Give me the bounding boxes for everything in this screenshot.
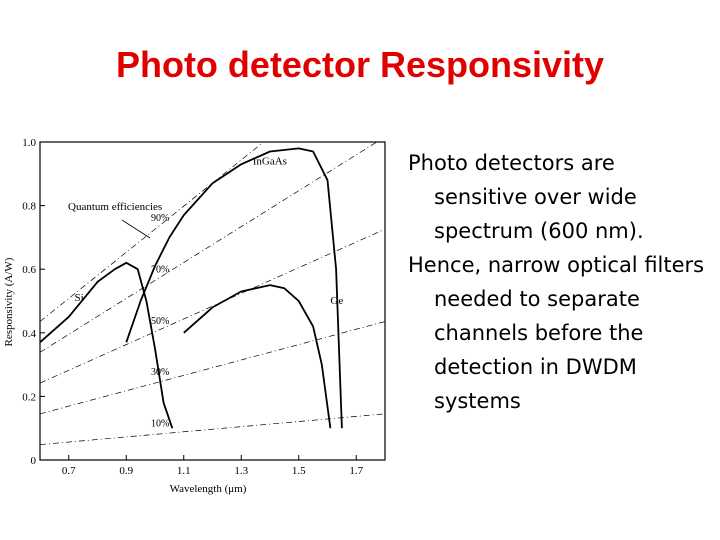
- annotation-quantum-efficiencies: Quantum efficiencies: [68, 201, 162, 213]
- efficiency-line: [39, 141, 264, 322]
- x-tick-label: 0.7: [62, 465, 76, 477]
- series-line-ge: [183, 284, 332, 429]
- y-tick-label: 0.8: [22, 201, 36, 213]
- series-label-ingaas: InGaAs: [253, 155, 287, 167]
- y-axis-label: Responsivity (A/W): [3, 257, 15, 346]
- plot-frame: [39, 141, 386, 461]
- bullet-list: Photo detectors are sensitive over wide …: [408, 146, 713, 418]
- series-label-si: Si: [75, 292, 84, 304]
- y-tick-label: 0.6: [22, 264, 36, 276]
- x-tick-label: 1.5: [292, 465, 306, 477]
- efficiency-label: 50%: [151, 316, 169, 327]
- responsivity-chart: 90% 70% 50% 30% 10% Si InGaAs Ge 0.7 0.9 1.1 1.3 1…: [0, 130, 400, 500]
- efficiency-line: [39, 321, 386, 415]
- x-tick-label: 1.7: [349, 465, 363, 477]
- series-line-ingaas: [125, 147, 343, 429]
- slide-title: Photo detector Responsivity: [115, 44, 605, 85]
- efficiency-line: [39, 141, 377, 353]
- bullet-item: Hence, narrow optical filters needed to …: [408, 253, 705, 413]
- x-axis-label: Wavelength (μm): [170, 483, 247, 495]
- annotation-arrow: [121, 219, 151, 239]
- x-tick-label: 1.3: [234, 465, 248, 477]
- x-tick-label: 0.9: [119, 465, 133, 477]
- x-tick-label: 1.1: [177, 465, 191, 477]
- y-tick-label: 0.4: [22, 328, 36, 340]
- y-tick-label: 1.0: [22, 137, 36, 149]
- series-label-ge: Ge: [330, 295, 343, 307]
- efficiency-line: [39, 413, 386, 445]
- efficiency-label: 90%: [151, 213, 169, 224]
- efficiency-line: [39, 228, 386, 384]
- y-tick-label: 0.2: [22, 391, 36, 403]
- efficiency-label: 10%: [151, 418, 169, 429]
- series-line-si: [39, 261, 174, 429]
- bullet-item: Photo detectors are sensitive over wide …: [408, 151, 644, 243]
- efficiency-label: 70%: [151, 264, 169, 275]
- y-tick-label: 0: [31, 455, 37, 467]
- efficiency-label: 30%: [151, 367, 169, 378]
